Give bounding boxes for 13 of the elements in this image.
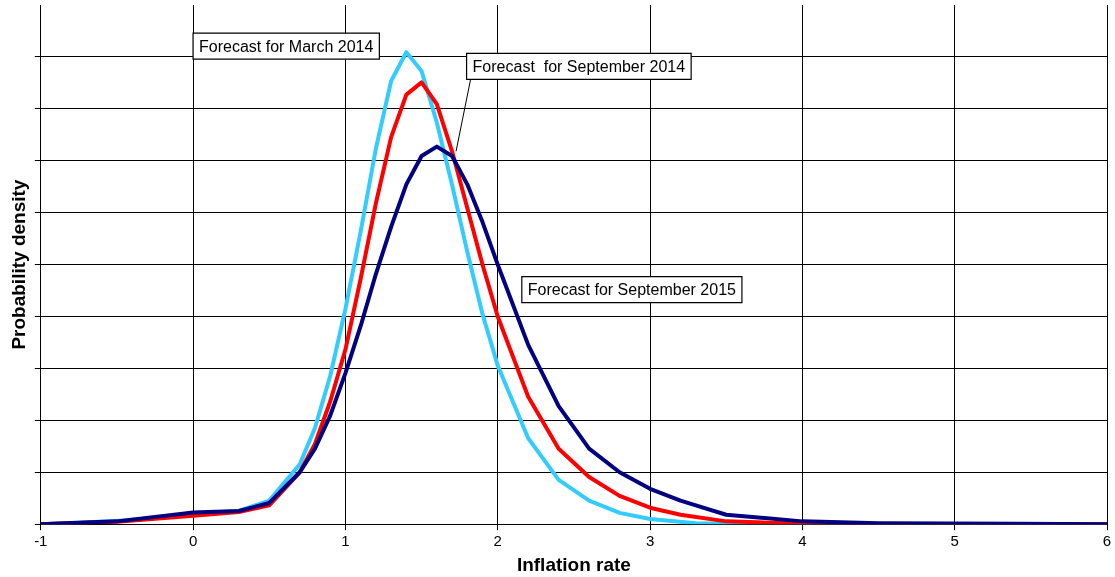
x-tick-label: -1 bbox=[34, 532, 48, 550]
y-axis-title: Probability density bbox=[7, 179, 29, 350]
text: Forecast for September 2014 bbox=[472, 57, 686, 75]
series-label: Forecast for September 2015 bbox=[527, 281, 737, 299]
x-axis-title: Inflation rate bbox=[516, 553, 631, 575]
x-tick-label: 6 bbox=[1102, 532, 1112, 550]
series-label: Forecast for March 2014 bbox=[199, 37, 374, 55]
x-tick-label: 2 bbox=[493, 532, 502, 550]
x-tick-label: 3 bbox=[645, 532, 655, 550]
x-tick-label: 0 bbox=[188, 532, 198, 550]
x-tick-label: 4 bbox=[798, 532, 807, 550]
x-tick-label: 5 bbox=[950, 532, 959, 550]
x-tick-label: 1 bbox=[341, 532, 350, 550]
